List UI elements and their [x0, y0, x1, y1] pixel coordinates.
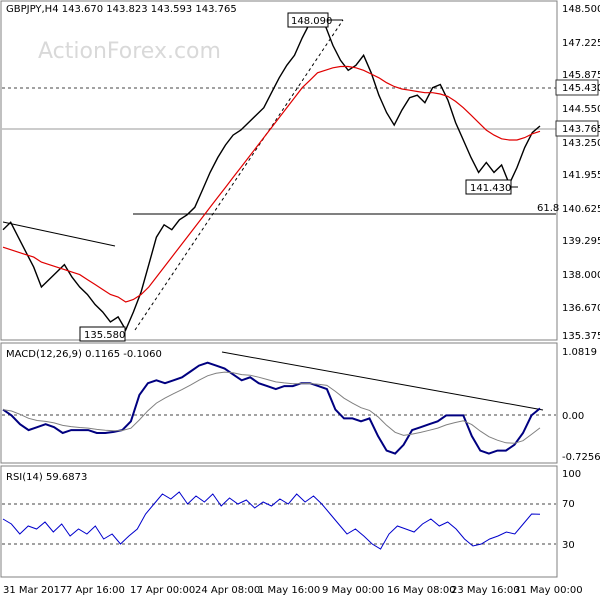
level-label-box: [555, 79, 599, 96]
macd-panel: [0, 342, 558, 464]
price-series: [2, 17, 541, 332]
y-tick: 136.670: [562, 303, 600, 314]
y-tick: 148.500: [562, 4, 600, 15]
x-tick: 7 Apr 16:00: [66, 585, 125, 596]
rsi-series: [2, 491, 541, 550]
rsi-y-tick: 30: [562, 540, 575, 551]
last-price-label: 143.765: [562, 124, 600, 135]
y-tick: 141.955: [562, 170, 600, 181]
ema-series: [2, 65, 541, 303]
signal-series: [2, 371, 541, 444]
y-tick: 145.875: [562, 70, 600, 81]
main-panel: [0, 0, 558, 341]
y-tick: 140.625: [562, 204, 600, 215]
main-title: GBPJPY,H4 143.670 143.823 143.593 143.76…: [6, 4, 237, 15]
rsi-panel: [0, 465, 558, 578]
macd-y-tick: -0.7256: [562, 452, 600, 463]
x-tick: 16 May 08:00: [387, 585, 456, 596]
y-tick: 138.000: [562, 270, 600, 281]
rsi-title: RSI(14) 59.6873: [6, 472, 87, 483]
last-price-box: [555, 120, 599, 137]
y-tick: 144.550: [562, 104, 600, 115]
y-tick: 135.375: [562, 331, 600, 342]
rsi-y-tick: 100: [562, 469, 581, 480]
callout-low1: 135.580: [84, 330, 125, 341]
x-axis: 31 Mar 2017 7 Apr 16:00 17 Apr 00:00 24 …: [3, 585, 583, 596]
level-label: 145.430: [562, 83, 600, 94]
macd-y-tick: 0.00: [562, 411, 584, 422]
x-tick: 24 Apr 08:00: [195, 585, 260, 596]
y-tick: 147.225: [562, 38, 600, 49]
watermark: ActionForex.com: [38, 39, 221, 64]
rsi-y-tick: 70: [562, 499, 575, 510]
callout-high: 148.090: [291, 16, 332, 27]
x-tick: 31 Mar 2017: [3, 585, 66, 596]
x-tick: 9 May 00:00: [322, 585, 384, 596]
uptrend-channel-line: [134, 19, 344, 331]
downtrend-line: [2, 221, 116, 247]
macd-trendline: [221, 351, 544, 411]
callout-low2: 141.430: [470, 183, 511, 194]
x-tick: 31 May 00:00: [514, 585, 583, 596]
macd-series: [2, 361, 541, 455]
macd-title: MACD(12,26,9) 0.1165 -0.1060: [6, 349, 162, 360]
y-tick: 143.250: [562, 138, 600, 149]
x-tick: 23 May 16:00: [451, 585, 520, 596]
main-y-axis: 148.500 147.225 145.875 144.550 143.250 …: [562, 4, 600, 342]
x-tick: 17 Apr 00:00: [130, 585, 195, 596]
y-tick: 139.295: [562, 236, 600, 247]
x-tick: 1 May 16:00: [258, 585, 320, 596]
macd-y-tick: 1.0819: [562, 347, 597, 358]
callout-low1-box: [79, 326, 126, 342]
fib-label: 61.8: [537, 203, 559, 214]
